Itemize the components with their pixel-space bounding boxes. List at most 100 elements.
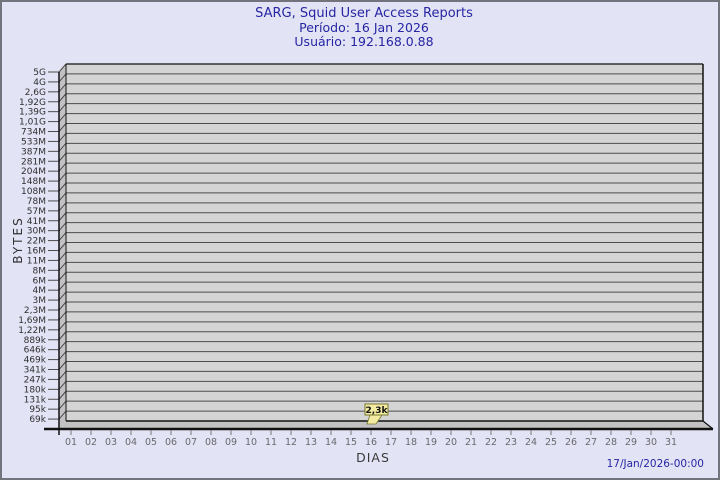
x-tick-label: 26 [565,437,577,448]
y-tick-label: 734M [21,128,46,138]
wall-grid-slant [58,252,67,261]
y-tick-label: 281M [21,157,46,167]
y-tick-label: 180k [24,385,47,395]
y-tick-label: 341k [24,366,47,376]
y-tick-label: 2,6G [25,88,46,98]
x-tick-label: 16 [365,437,377,448]
x-tick-label: 13 [305,437,317,448]
y-tick-label: 1,22M [18,326,46,336]
wall-grid-slant [58,371,67,380]
x-tick-label: 09 [225,437,237,448]
wall-grid-slant [58,93,67,103]
x-tick-label: 27 [585,437,597,448]
report-timestamp: 17/Jan/2026-00:00 [606,458,704,470]
x-tick-label: 05 [145,437,157,448]
y-axis-title: BYTES [11,216,25,264]
x-tick-label: 18 [405,437,417,448]
wall-grid-slant [58,113,67,122]
wall-grid-slant [58,73,67,83]
y-tick-label: 69k [29,415,46,425]
y-tick-label: 16M [27,247,46,257]
x-tick-label: 23 [505,437,517,448]
wall-grid-slant [58,133,67,142]
wall-grid-slant [58,410,67,420]
y-tick-label: 2,3M [24,306,46,316]
x-tick-label: 03 [105,437,117,448]
y-tick-label: 889k [24,336,47,346]
floor-right-edge [702,420,714,430]
x-tick-label: 19 [425,437,437,448]
x-tick-label: 21 [465,437,477,448]
wall-grid-slant [58,291,67,301]
wall-grid-slant [58,242,67,251]
x-tick-label: 08 [205,437,217,448]
wall-grid-slant [58,311,67,321]
annotation-label: 2,3k [366,406,389,416]
wall-grid-slant [58,152,67,162]
wall-grid-slant [58,232,67,241]
chart-user: Usuário: 192.168.0.88 [294,34,434,49]
y-tick-label: 1,01G [19,118,46,128]
wall-grid-slant [58,400,67,410]
y-tick-label: 204M [21,167,46,177]
y-tick-label: 387M [21,147,46,157]
y-tick-label: 30M [27,227,46,237]
wall-grid-slant [58,351,67,360]
wall-grid-slant [58,103,67,112]
wall-grid-slant [58,222,67,231]
y-tick-label: 3M [33,296,47,306]
wall-grid-slant [58,172,67,182]
y-tick-label: 131k [24,395,47,405]
annotation-box [364,403,389,416]
wall-grid-slant [58,162,67,172]
wall-grid-slant [58,381,67,390]
wall-grid-slant [58,390,67,400]
y-tick-label: 4G [33,78,46,88]
y-tick-label: 533M [21,137,46,147]
y-tick-label: 1,69M [18,316,46,326]
x-tick-label: 28 [605,437,617,448]
chart-floor [59,421,713,429]
y-tick-label: 22M [27,237,46,247]
wall-grid-slant [58,262,67,271]
x-tick-label: 30 [645,437,657,448]
chart-header: SARG, Squid User Access Reports Período:… [2,6,718,49]
wall-grid-slant [58,192,67,202]
wall-grid-slant [58,123,67,132]
x-tick-label: 06 [165,437,177,448]
x-tick-label: 12 [285,437,297,448]
x-tick-label: 07 [185,437,197,448]
y-tick-label: 469k [24,356,47,366]
y-tick-label: 646k [24,346,47,356]
wall-grid-slant [58,341,67,350]
wall-grid-slant [58,212,67,222]
x-tick-label: 24 [525,437,537,448]
chart-title: SARG, Squid User Access Reports [255,6,473,21]
wall-grid-slant [58,301,67,311]
y-tick-label: 148M [21,177,46,187]
x-tick-label: 25 [545,437,557,448]
wall-grid-slant [58,361,67,370]
y-tick-label: 247k [24,375,47,385]
x-tick-label: 02 [85,437,97,448]
y-tick-label: 6M [33,276,47,286]
x-tick-label: 15 [345,437,357,448]
wall-grid-slant [58,331,67,341]
x-axis-title: DIAS [356,450,390,465]
x-tick-label: 10 [245,437,257,448]
wall-grid-slant [58,321,67,331]
x-tick-label: 31 [665,437,677,448]
y-tick-label: 108M [21,187,46,197]
x-tick-label: 29 [625,437,637,448]
wall-grid-slant [58,271,67,281]
chart-period: Período: 16 Jan 2026 [299,20,429,35]
y-tick-label: 57M [27,207,46,217]
wall-grid-slant [58,83,67,93]
y-tick-label: 1,39G [19,108,46,118]
x-tick-label: 20 [445,437,457,448]
y-tick-label: 1,92G [19,98,46,108]
x-tick-label: 17 [385,437,397,448]
wall-grid-slant [58,143,67,152]
